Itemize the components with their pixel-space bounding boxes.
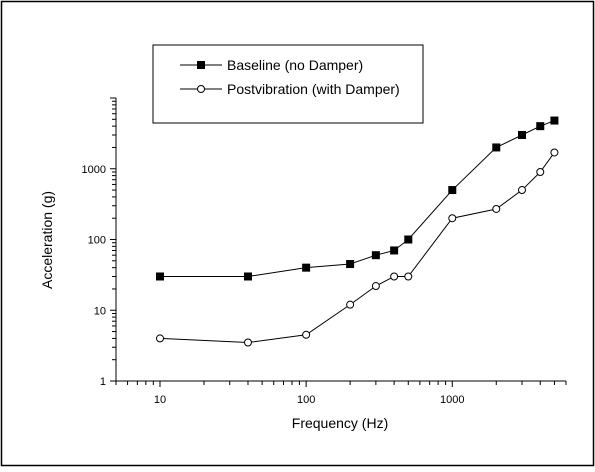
series-1-point [448,186,457,195]
series-2-point [302,330,311,339]
x-tick-label: 100 [297,394,315,406]
legend-item-1: Baseline (no Damper) [180,57,363,73]
axes: 10 100 1000 1 10 100 1000 [82,97,567,406]
legend-box [152,44,424,124]
series-1-point [243,272,252,281]
series-2-point [243,338,252,347]
legend-label: Baseline (no Damper) [227,57,363,73]
series-1-point [390,246,399,255]
legend-label: Postvibration (with Damper) [227,81,400,97]
series-1 [155,116,559,281]
y-axis-label: Acceleration (g) [39,191,55,289]
x-axis-label: Frequency (Hz) [292,415,388,431]
series-2-line [159,152,555,344]
series-2-point [536,167,545,176]
series-2-point [155,334,164,343]
y-tick-label: 1 [100,376,106,388]
series-layer [155,116,559,347]
legend-swatch-marker [197,85,205,93]
series-1-point [302,263,311,272]
series-1-point [346,260,355,269]
x-tick-label: 10 [154,394,166,406]
series-1-point [536,122,545,131]
series-1-point [155,272,164,281]
series-1-point [371,251,380,260]
series-2-point [404,272,413,281]
series-1-point [404,235,413,244]
series-2-point [390,272,399,281]
series-2-point [448,214,457,223]
y-tick-label: 100 [88,235,106,247]
series-2 [155,148,559,347]
series-2-point [371,282,380,291]
x-tick-label: 1000 [440,394,464,406]
y-tick-label: 10 [94,305,106,317]
legend: Baseline (no Damper) Postvibration (with … [152,44,424,124]
legend-item-2: Postvibration (with Damper) [180,81,400,97]
series-2-point [492,204,501,213]
series-1-point [550,116,559,125]
legend-swatch-marker [197,61,205,69]
series-1-point [492,143,501,152]
series-2-point [346,300,355,309]
y-tick-label: 1000 [82,164,106,176]
series-2-point [518,186,527,195]
series-2-point [550,148,559,157]
series-1-point [518,130,527,139]
